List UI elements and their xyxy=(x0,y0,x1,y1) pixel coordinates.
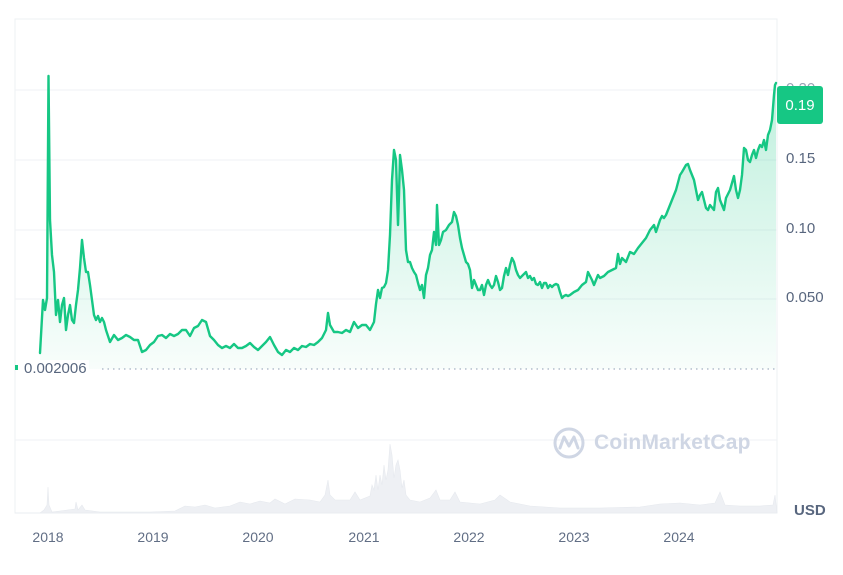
min-price-marker xyxy=(15,365,18,370)
x-tick-label: 2019 xyxy=(137,529,169,545)
x-tick-label: 2024 xyxy=(663,529,695,545)
x-tick-label: 2018 xyxy=(32,529,64,545)
y-tick-label: 0.10 xyxy=(786,220,816,237)
coinmarketcap-logo-icon xyxy=(553,427,585,459)
price-line[interactable] xyxy=(38,74,778,357)
y-tick-label: 0.050 xyxy=(786,289,824,306)
volume-area xyxy=(15,443,778,514)
currency-label: USD xyxy=(794,502,826,519)
x-tick-label: 2023 xyxy=(558,529,590,545)
x-tick-label: 2020 xyxy=(242,529,274,545)
min-price-label: 0.002006 xyxy=(24,360,89,377)
x-tick-label: 2022 xyxy=(453,529,485,545)
watermark-text: CoinMarketCap xyxy=(594,431,751,454)
y-tick-label: 0.15 xyxy=(786,150,816,167)
price-area-fill xyxy=(40,76,776,369)
coinmarketcap-watermark: CoinMarketCap xyxy=(552,426,751,460)
current-price-badge: 0.19 xyxy=(777,86,823,124)
x-tick-label: 2021 xyxy=(348,529,380,545)
